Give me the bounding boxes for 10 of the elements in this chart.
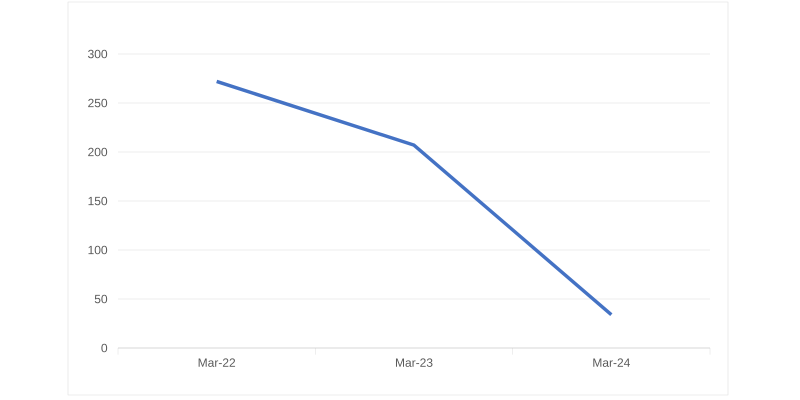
x-tick-label: Mar-22	[198, 358, 236, 367]
y-tick-label: 200	[88, 148, 108, 156]
x-tick-label: Mar-24	[593, 358, 630, 367]
x-tick-label: Mar-23	[396, 358, 432, 367]
y-tick-label: 150	[88, 196, 108, 206]
y-tick-label: 250	[88, 98, 108, 108]
y-tick-label: 50	[94, 294, 108, 304]
y-tick-label: 0	[101, 344, 108, 352]
y-tick-label: 100	[88, 246, 108, 254]
y-tick-label: 300	[88, 50, 108, 58]
